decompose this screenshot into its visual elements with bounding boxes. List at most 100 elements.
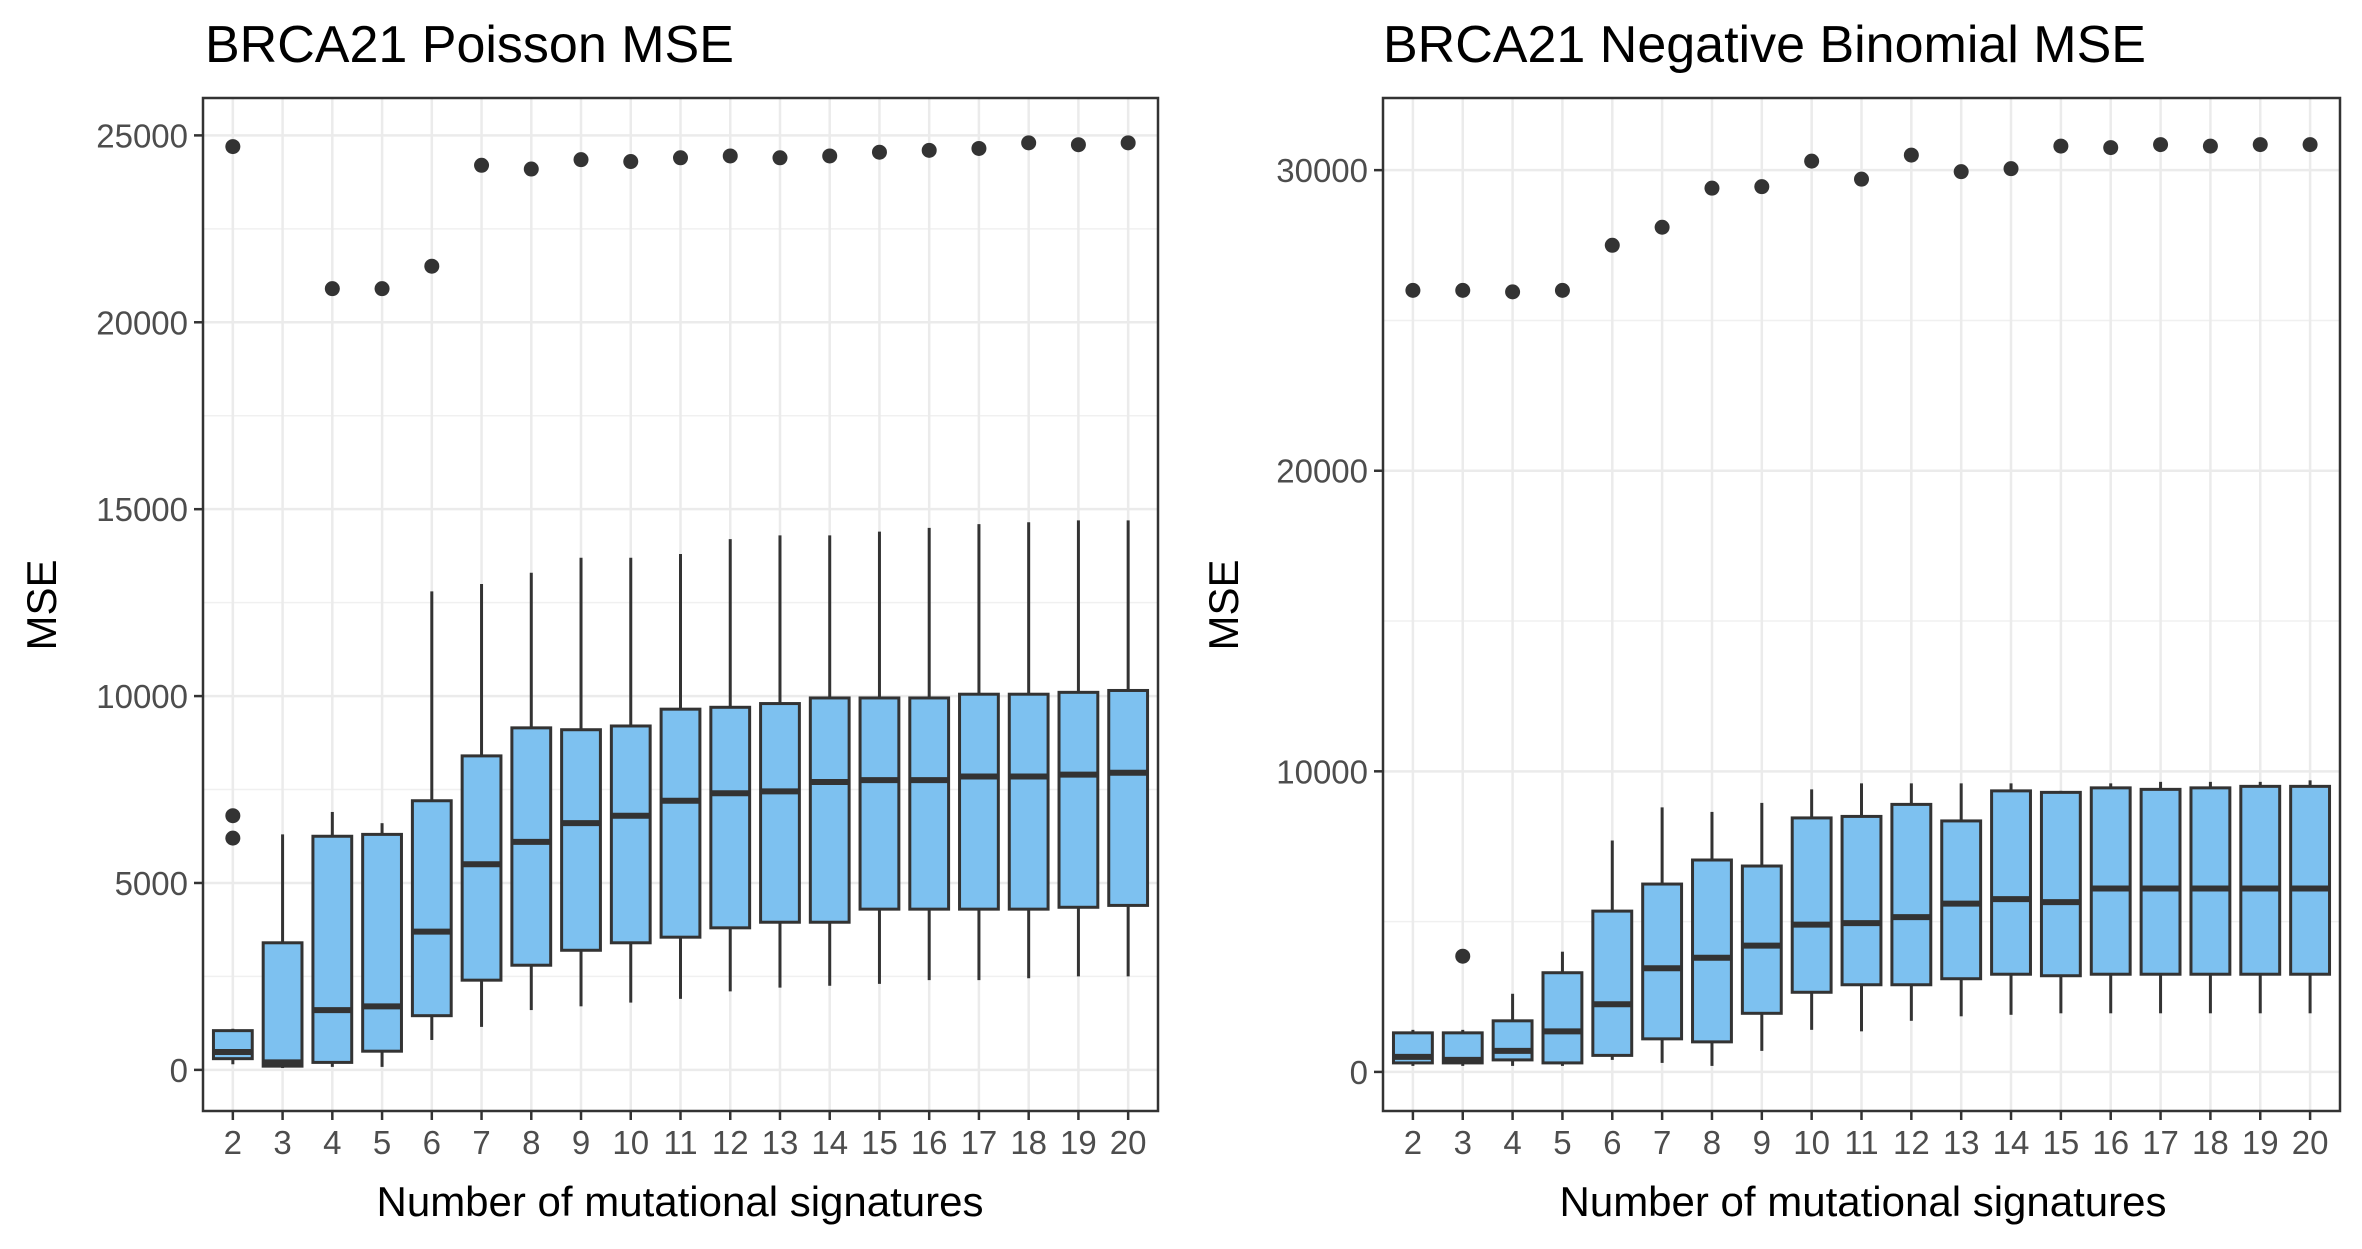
x-tick-label: 11 (1844, 1124, 1878, 1161)
outlier-point (374, 281, 390, 297)
boxplot-2 (211, 139, 254, 1065)
y-axis: 0 10000 20000 30000 (1276, 152, 1383, 1091)
box (1890, 802, 1933, 987)
poisson-mse-chart: BRCA21 Poisson MSE Number of mutational … (18, 16, 1160, 1225)
y-axis: 0 5000 10000 15000 20000 25000 (96, 117, 203, 1089)
boxplot-8 (1691, 180, 1733, 1066)
box (1691, 858, 1733, 1044)
outlier-point (2003, 161, 2019, 177)
box (1591, 909, 1634, 1057)
outlier-point (1604, 237, 1620, 253)
y-tick-label: 0 (1350, 1054, 1368, 1091)
x-tick-label: 19 (1060, 1124, 1097, 1161)
boxplot-16 (2089, 140, 2132, 1014)
outlier-point (1903, 147, 1919, 163)
box (410, 799, 453, 1018)
outlier-point (1405, 282, 1421, 298)
boxplot-20 (2289, 137, 2332, 1014)
x-tick-label: 3 (1454, 1124, 1472, 1161)
x-tick-label: 10 (1793, 1124, 1830, 1161)
boxplot-6 (1591, 237, 1634, 1060)
boxplot-2 (1391, 282, 1434, 1066)
box (759, 702, 801, 924)
box (1107, 688, 1150, 907)
y-tick-label: 25000 (96, 117, 188, 154)
outlier-point (523, 161, 539, 177)
x-tick-label: 12 (1893, 1124, 1930, 1161)
x-tick-label: 6 (423, 1124, 441, 1161)
box (958, 692, 1000, 911)
x-tick-label: 17 (961, 1124, 998, 1161)
outlier-point (2103, 140, 2119, 156)
boxplot-14 (1990, 161, 2032, 1015)
boxplot-9 (560, 152, 602, 1007)
y-tick-label: 20000 (96, 304, 188, 341)
chart-title: BRCA21 Negative Binomial MSE (1383, 16, 2146, 74)
x-tick-label: 8 (1703, 1124, 1721, 1161)
boxplot-18 (2189, 138, 2232, 1014)
x-tick-label: 15 (2043, 1124, 2080, 1161)
x-tick-label: 2 (224, 1124, 242, 1161)
box (460, 754, 503, 982)
boxplot-7 (1641, 219, 1684, 1063)
box (1641, 882, 1684, 1041)
chart-title: BRCA21 Poisson MSE (205, 16, 734, 74)
box (311, 834, 354, 1064)
x-tick-label: 5 (373, 1124, 391, 1161)
x-tick-label: 6 (1603, 1124, 1621, 1161)
outlier-point (225, 139, 241, 155)
outlier-point (2252, 137, 2268, 153)
boxplot-4 (311, 281, 354, 1067)
x-tick-label: 16 (911, 1124, 948, 1161)
boxplot-19 (2239, 137, 2282, 1014)
boxplot-12 (709, 148, 752, 992)
boxplot-6 (410, 258, 453, 1040)
x-tick-label: 4 (1503, 1124, 1521, 1161)
x-tick-label: 15 (861, 1124, 898, 1161)
boxplot-10 (1790, 153, 1833, 1030)
negative-binomial-mse-chart: BRCA21 Negative Binomial MSE Number of m… (1200, 16, 2342, 1225)
y-tick-label: 15000 (96, 491, 188, 528)
outlier-point (1654, 219, 1670, 235)
x-tick-label: 11 (663, 1124, 697, 1161)
outlier-point (1455, 282, 1471, 298)
x-tick-label: 10 (612, 1124, 649, 1161)
boxplot-3 (1441, 282, 1484, 1066)
outlier-point (1120, 135, 1136, 151)
boxplots (1391, 137, 2332, 1066)
outlier-point (324, 281, 340, 297)
outlier-point (225, 830, 241, 846)
outlier-point (971, 140, 987, 156)
outlier-point (921, 142, 937, 158)
x-tick-label: 18 (2192, 1124, 2229, 1161)
boxplot-5 (1541, 282, 1584, 1066)
outlier-point (1070, 137, 1086, 153)
boxplot-19 (1057, 137, 1100, 977)
outlier-point (1804, 153, 1820, 169)
box (1007, 692, 1050, 911)
boxplot-15 (2039, 138, 2082, 1014)
x-axis-label: Number of mutational signatures (1560, 1178, 2167, 1225)
outlier-point (573, 152, 589, 168)
box (908, 696, 951, 911)
y-axis-label: MSE (18, 559, 65, 650)
x-tick-label: 12 (712, 1124, 749, 1161)
boxplot-9 (1740, 179, 1783, 1051)
box (2189, 786, 2232, 976)
x-tick-label: 13 (762, 1124, 799, 1161)
plot-area: 0 10000 20000 30000 2 3 4 5 6 7 8 9 10 11 12 13 14 15 16 17… (1276, 96, 2342, 1161)
outlier-point (2302, 137, 2318, 153)
boxplot-12 (1890, 147, 1933, 1021)
x-tick-label: 4 (323, 1124, 341, 1161)
x-axis: 2 3 4 5 6 7 8 9 10 11 12 13 14 15 16 17 18 19 20 (224, 1111, 1147, 1161)
outlier-point (623, 154, 639, 170)
outlier-point (424, 258, 440, 274)
x-tick-label: 18 (1010, 1124, 1047, 1161)
outlier-point (1854, 171, 1869, 187)
box (1790, 816, 1833, 994)
box (261, 941, 304, 1068)
outlier-point (225, 808, 241, 824)
x-tick-label: 14 (811, 1124, 848, 1161)
boxplot-4 (1491, 284, 1534, 1066)
